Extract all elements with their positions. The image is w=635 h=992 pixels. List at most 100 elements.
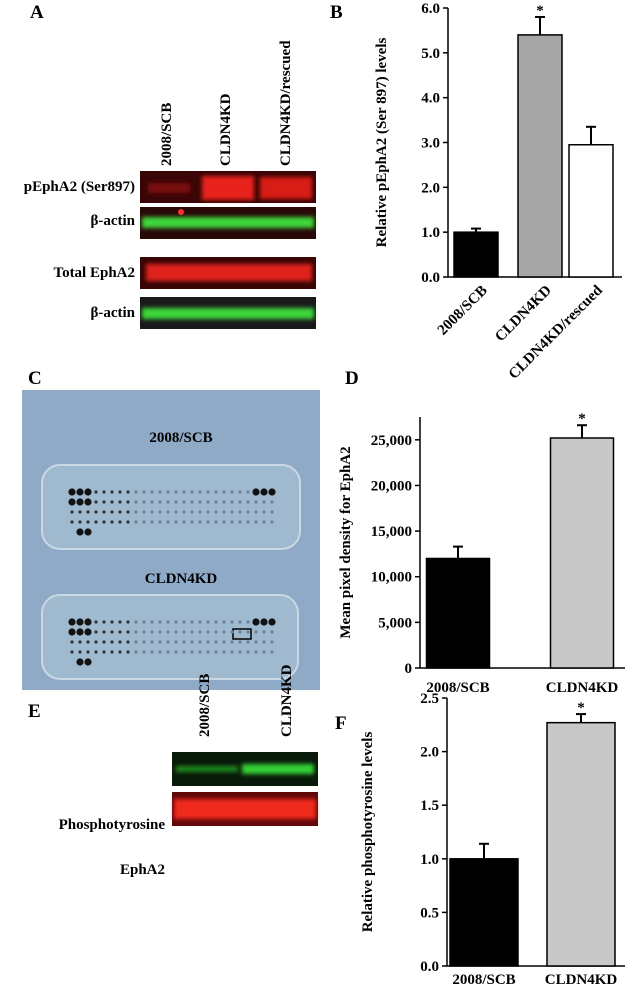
array-spot — [150, 500, 154, 504]
array-spot — [222, 650, 226, 654]
array-spot — [214, 520, 218, 524]
y-tick-label: 0.0 — [421, 270, 440, 286]
array-spot — [68, 628, 76, 636]
lane-label: 2008/SCB — [197, 674, 213, 737]
array-spot — [68, 488, 76, 496]
array-spot — [230, 630, 234, 634]
array-spot — [142, 510, 146, 514]
array-spot — [252, 488, 260, 496]
array-spot — [198, 520, 202, 524]
array-spot — [94, 520, 98, 524]
array-spot — [134, 500, 138, 504]
array-spot — [166, 490, 170, 494]
array-spot — [198, 640, 202, 644]
array-spot — [182, 510, 186, 514]
error-bar — [586, 125, 596, 145]
array-spot — [190, 520, 194, 524]
array-spot — [230, 500, 234, 504]
array-spot — [166, 620, 170, 624]
array-spot — [174, 650, 178, 654]
array-spot — [238, 490, 242, 494]
array-spot — [254, 630, 258, 634]
x-tick-label: CLDN4KD — [545, 972, 618, 988]
array-spot — [142, 650, 146, 654]
array-spot — [158, 490, 162, 494]
array-spot — [76, 628, 84, 636]
array-spot — [230, 640, 234, 644]
array-spot — [110, 620, 114, 624]
array-spot — [94, 510, 98, 514]
error-bar — [535, 15, 545, 35]
array-spot — [238, 640, 242, 644]
array-spot — [76, 658, 84, 666]
x-tick-label: 2008/SCB — [435, 283, 491, 339]
array-spot — [110, 520, 114, 524]
array-spot — [174, 520, 178, 524]
array-spot — [78, 640, 82, 644]
array-spot — [206, 630, 210, 634]
bar — [549, 437, 615, 669]
array-spot — [68, 498, 76, 506]
array-spot — [252, 618, 260, 626]
array-spot — [142, 490, 146, 494]
array-spot — [118, 520, 122, 524]
array-spot — [142, 520, 146, 524]
array-spot — [110, 490, 114, 494]
array-spot — [246, 630, 250, 634]
array-spot — [118, 620, 122, 624]
error-bar — [453, 545, 463, 559]
array-spot — [94, 650, 98, 654]
array-spot — [198, 510, 202, 514]
array-spot — [222, 630, 226, 634]
array-spot — [174, 620, 178, 624]
array-spot — [102, 640, 106, 644]
array-spot — [206, 520, 210, 524]
array-spot — [198, 500, 202, 504]
y-tick-label: 1.0 — [420, 852, 439, 868]
array-spot — [84, 658, 92, 666]
array-spot — [206, 650, 210, 654]
array-spot — [222, 490, 226, 494]
array-spot — [246, 510, 250, 514]
array-spot — [182, 520, 186, 524]
array-spot — [190, 650, 194, 654]
array-spot — [246, 650, 250, 654]
array-spot — [70, 510, 74, 514]
array-spot — [222, 500, 226, 504]
array-spot — [150, 520, 154, 524]
y-tick-label: 5,000 — [378, 615, 412, 631]
array-spot — [78, 520, 82, 524]
array-spot — [238, 510, 242, 514]
array-spot — [68, 618, 76, 626]
array-spot — [214, 510, 218, 514]
array-spot — [246, 500, 250, 504]
y-axis-label: Relative phosphotyrosine levels — [360, 732, 376, 933]
array-spot — [270, 650, 274, 654]
bar — [546, 721, 616, 967]
array-spot — [126, 490, 130, 494]
array-image: 2008/SCB CLDN4KD — [22, 390, 320, 690]
array-spot — [150, 620, 154, 624]
array-spot — [214, 620, 218, 624]
array-spot — [86, 520, 90, 524]
array-spot — [102, 630, 106, 634]
array-spot — [214, 630, 218, 634]
array-spot — [174, 510, 178, 514]
array-spot — [190, 510, 194, 514]
array-spot — [102, 620, 106, 624]
array-spot — [214, 490, 218, 494]
array-spot — [238, 520, 242, 524]
array-spot — [118, 510, 122, 514]
array-spot — [238, 620, 242, 624]
band — [174, 799, 316, 819]
blot-e: 2008/SCB CLDN4KD Phosphotyrosine EphA2 — [59, 664, 318, 878]
row-label: pEphA2 (Ser897) — [24, 179, 135, 195]
significance-marker: * — [536, 3, 544, 19]
array-spot — [238, 500, 242, 504]
array-spot — [262, 630, 266, 634]
y-tick-label: 4.0 — [421, 91, 440, 107]
array-spot — [142, 640, 146, 644]
array-spot — [222, 520, 226, 524]
lane-label: CLDN4KD — [218, 93, 234, 166]
